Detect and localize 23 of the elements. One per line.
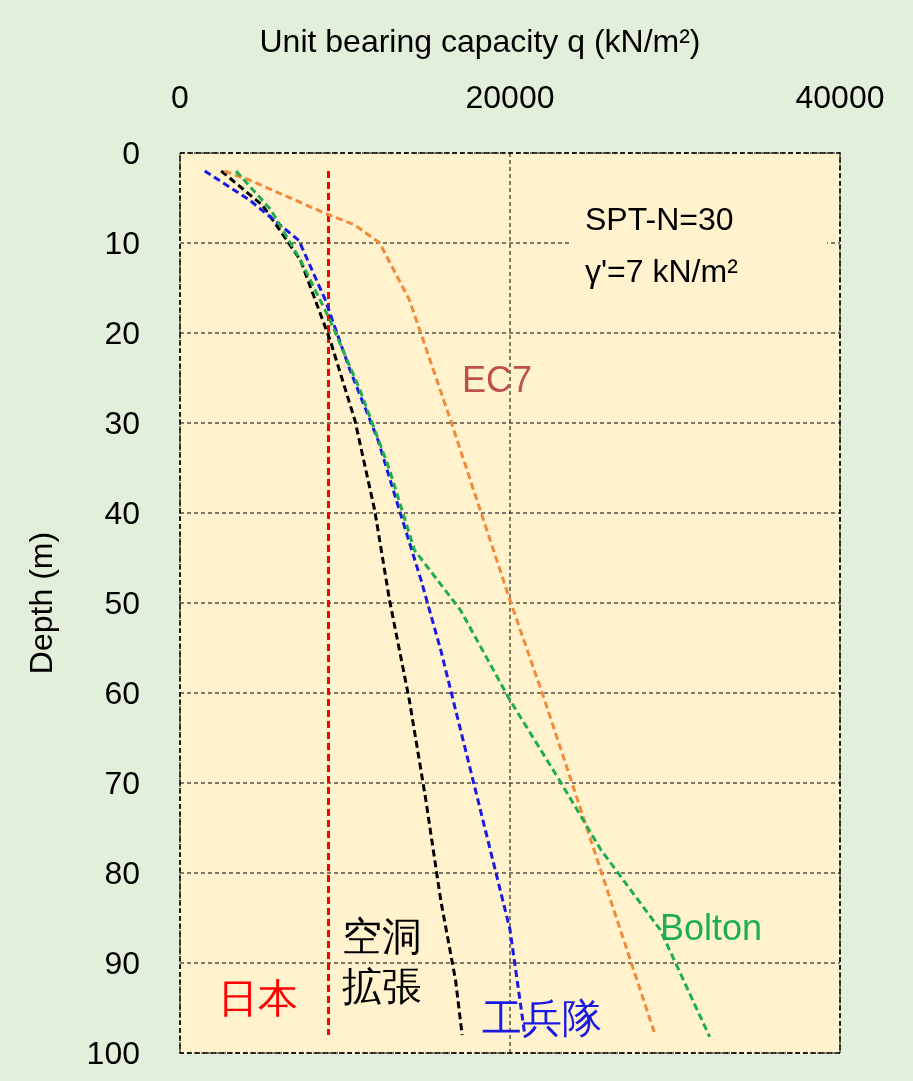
y-tick-label: 90 <box>104 945 140 981</box>
annotation: γ'=7 kN/m² <box>585 253 739 289</box>
x-tick-label: 40000 <box>795 79 885 115</box>
y-tick-label: 0 <box>122 135 140 171</box>
y-tick-label: 20 <box>104 315 140 351</box>
y-tick-label: 70 <box>104 765 140 801</box>
y-tick-label: 30 <box>104 405 140 441</box>
series-label: 日本 <box>218 976 298 1020</box>
y-tick-label: 40 <box>104 495 140 531</box>
y-tick-label: 80 <box>104 855 140 891</box>
x-tick-label: 0 <box>171 79 189 115</box>
annotation: SPT-N=30 <box>585 201 734 237</box>
x-tick-label: 20000 <box>465 79 555 115</box>
series-label: EC7 <box>462 359 533 400</box>
series-label: 空洞拡張 <box>342 914 422 1008</box>
y-axis-title: Depth (m) <box>23 531 59 675</box>
series-label: 工兵隊 <box>482 996 602 1040</box>
y-tick-label: 60 <box>104 675 140 711</box>
x-axis-title: Unit bearing capacity q (kN/m²) <box>259 23 701 59</box>
series-label: Bolton <box>660 907 763 948</box>
y-tick-label: 50 <box>104 585 140 621</box>
y-tick-label: 100 <box>86 1035 140 1071</box>
y-tick-label: 10 <box>104 225 140 261</box>
